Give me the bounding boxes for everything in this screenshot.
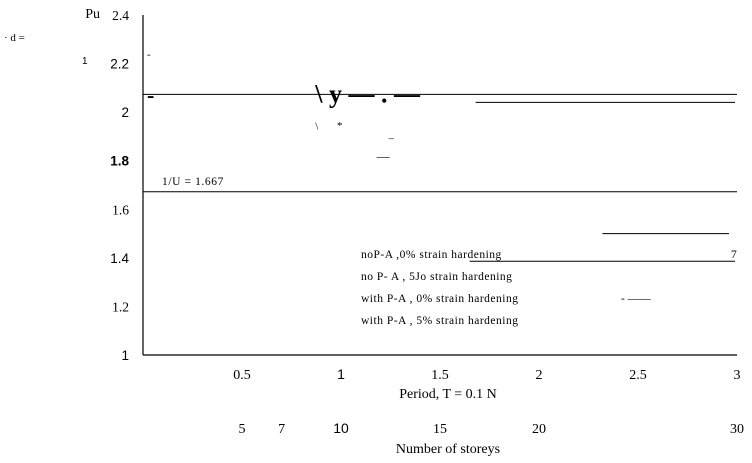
scan-fragment: \ [315,121,319,133]
x-axis-label: Period, T = 0.1 N [399,387,497,402]
scan-fragment: _ [388,129,395,141]
plot-frame [142,15,737,356]
legend-entry-mark: - —— [621,293,651,305]
x-axis-ticks: 0.5 1 1.5 2 2.5 3 [233,366,740,383]
x-tick-label: 1.5 [431,368,449,383]
x-tick-label: 3 [734,368,741,383]
y-tick-label: 1.4 [110,251,129,266]
y-tick-label: 2.4 [112,8,129,23]
y-axis-label: Pu [85,7,100,22]
secondary-x-tick-label: 10 [333,420,349,436]
x-tick-label: 0.5 [233,368,251,383]
secondary-x-tick-label: 7 [278,422,285,437]
scan-fragment: - [147,49,151,61]
y-tick-label: 1.2 [112,299,129,314]
secondary-x-tick-label: 20 [532,422,546,437]
series-lines [469,101,736,262]
corner-fragment-text: · d = [4,32,25,44]
legend-entry-text: no P- A , 5Jo strain hardening [361,271,512,283]
y-tick-label: 1 [121,348,129,363]
secondary-x-tick-label: 15 [433,422,447,437]
secondary-x-tick-label: 5 [239,422,246,437]
x-tick-label: 2.5 [629,368,647,383]
x-tick-label: 2 [536,368,543,383]
secondary-x-axis-ticks: 5 7 10 15 20 30 [239,420,745,437]
reference-lines [143,93,737,193]
y-axis-ticks: 1 1.2 1.4 1.6 1.8 2 2.2 2.4 [110,8,129,363]
legend-entry-text: with P-A , 0% strain hardening [361,293,518,305]
secondary-x-tick-label: 30 [730,422,744,437]
corner-fragment-number: 1 [82,56,88,67]
legend-entry-text: noP-A ,0% strain hardening [361,249,502,261]
legend-entry-mark: 7 [731,249,737,261]
legend: noP-A ,0% strain hardening 7 no P- A , 5Jo… [361,249,737,327]
scan-fragment: \ y — . — [314,79,421,108]
legend-entry-text: with P-A , 5% strain hardening [361,315,518,327]
scan-fragment: — [376,149,391,164]
scan-fragments: - \ y — . — \ * _ — - [147,49,421,164]
x-tick-label: 1 [337,366,345,382]
y-tick-label: 1.6 [112,202,129,217]
y-tick-label: 1.8 [110,154,129,169]
secondary-x-axis-label: Number of storeys [396,442,500,457]
y-tick-label: 2 [121,105,129,120]
scan-fragment: - [147,82,154,107]
reference-annotation: 1/U = 1.667 [162,176,224,188]
y-tick-label: 2.2 [110,57,129,72]
scan-fragment: * [337,120,343,132]
